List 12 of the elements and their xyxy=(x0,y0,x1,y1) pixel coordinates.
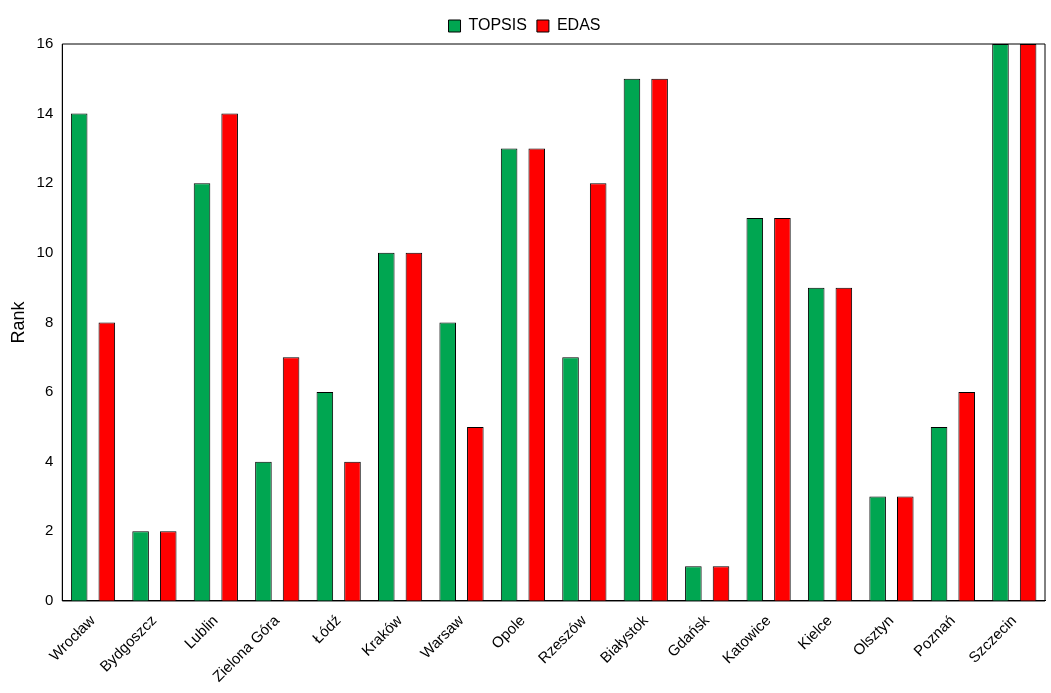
legend-label: EDAS xyxy=(556,16,601,34)
legend-label: TOPSIS xyxy=(468,16,527,34)
y-tick-label: 16 xyxy=(36,34,54,52)
y-tick-label: 0 xyxy=(44,591,54,609)
y-tick-label: 8 xyxy=(44,312,54,330)
y-tick-label: 2 xyxy=(44,521,54,539)
y-axis-title: Rank xyxy=(7,300,28,344)
y-tick-label: 12 xyxy=(36,173,54,191)
y-tick-label: 6 xyxy=(44,382,54,400)
y-tick-label: 4 xyxy=(44,451,54,469)
y-tick-label: 10 xyxy=(36,243,54,260)
y-tick-label: 14 xyxy=(36,103,54,121)
